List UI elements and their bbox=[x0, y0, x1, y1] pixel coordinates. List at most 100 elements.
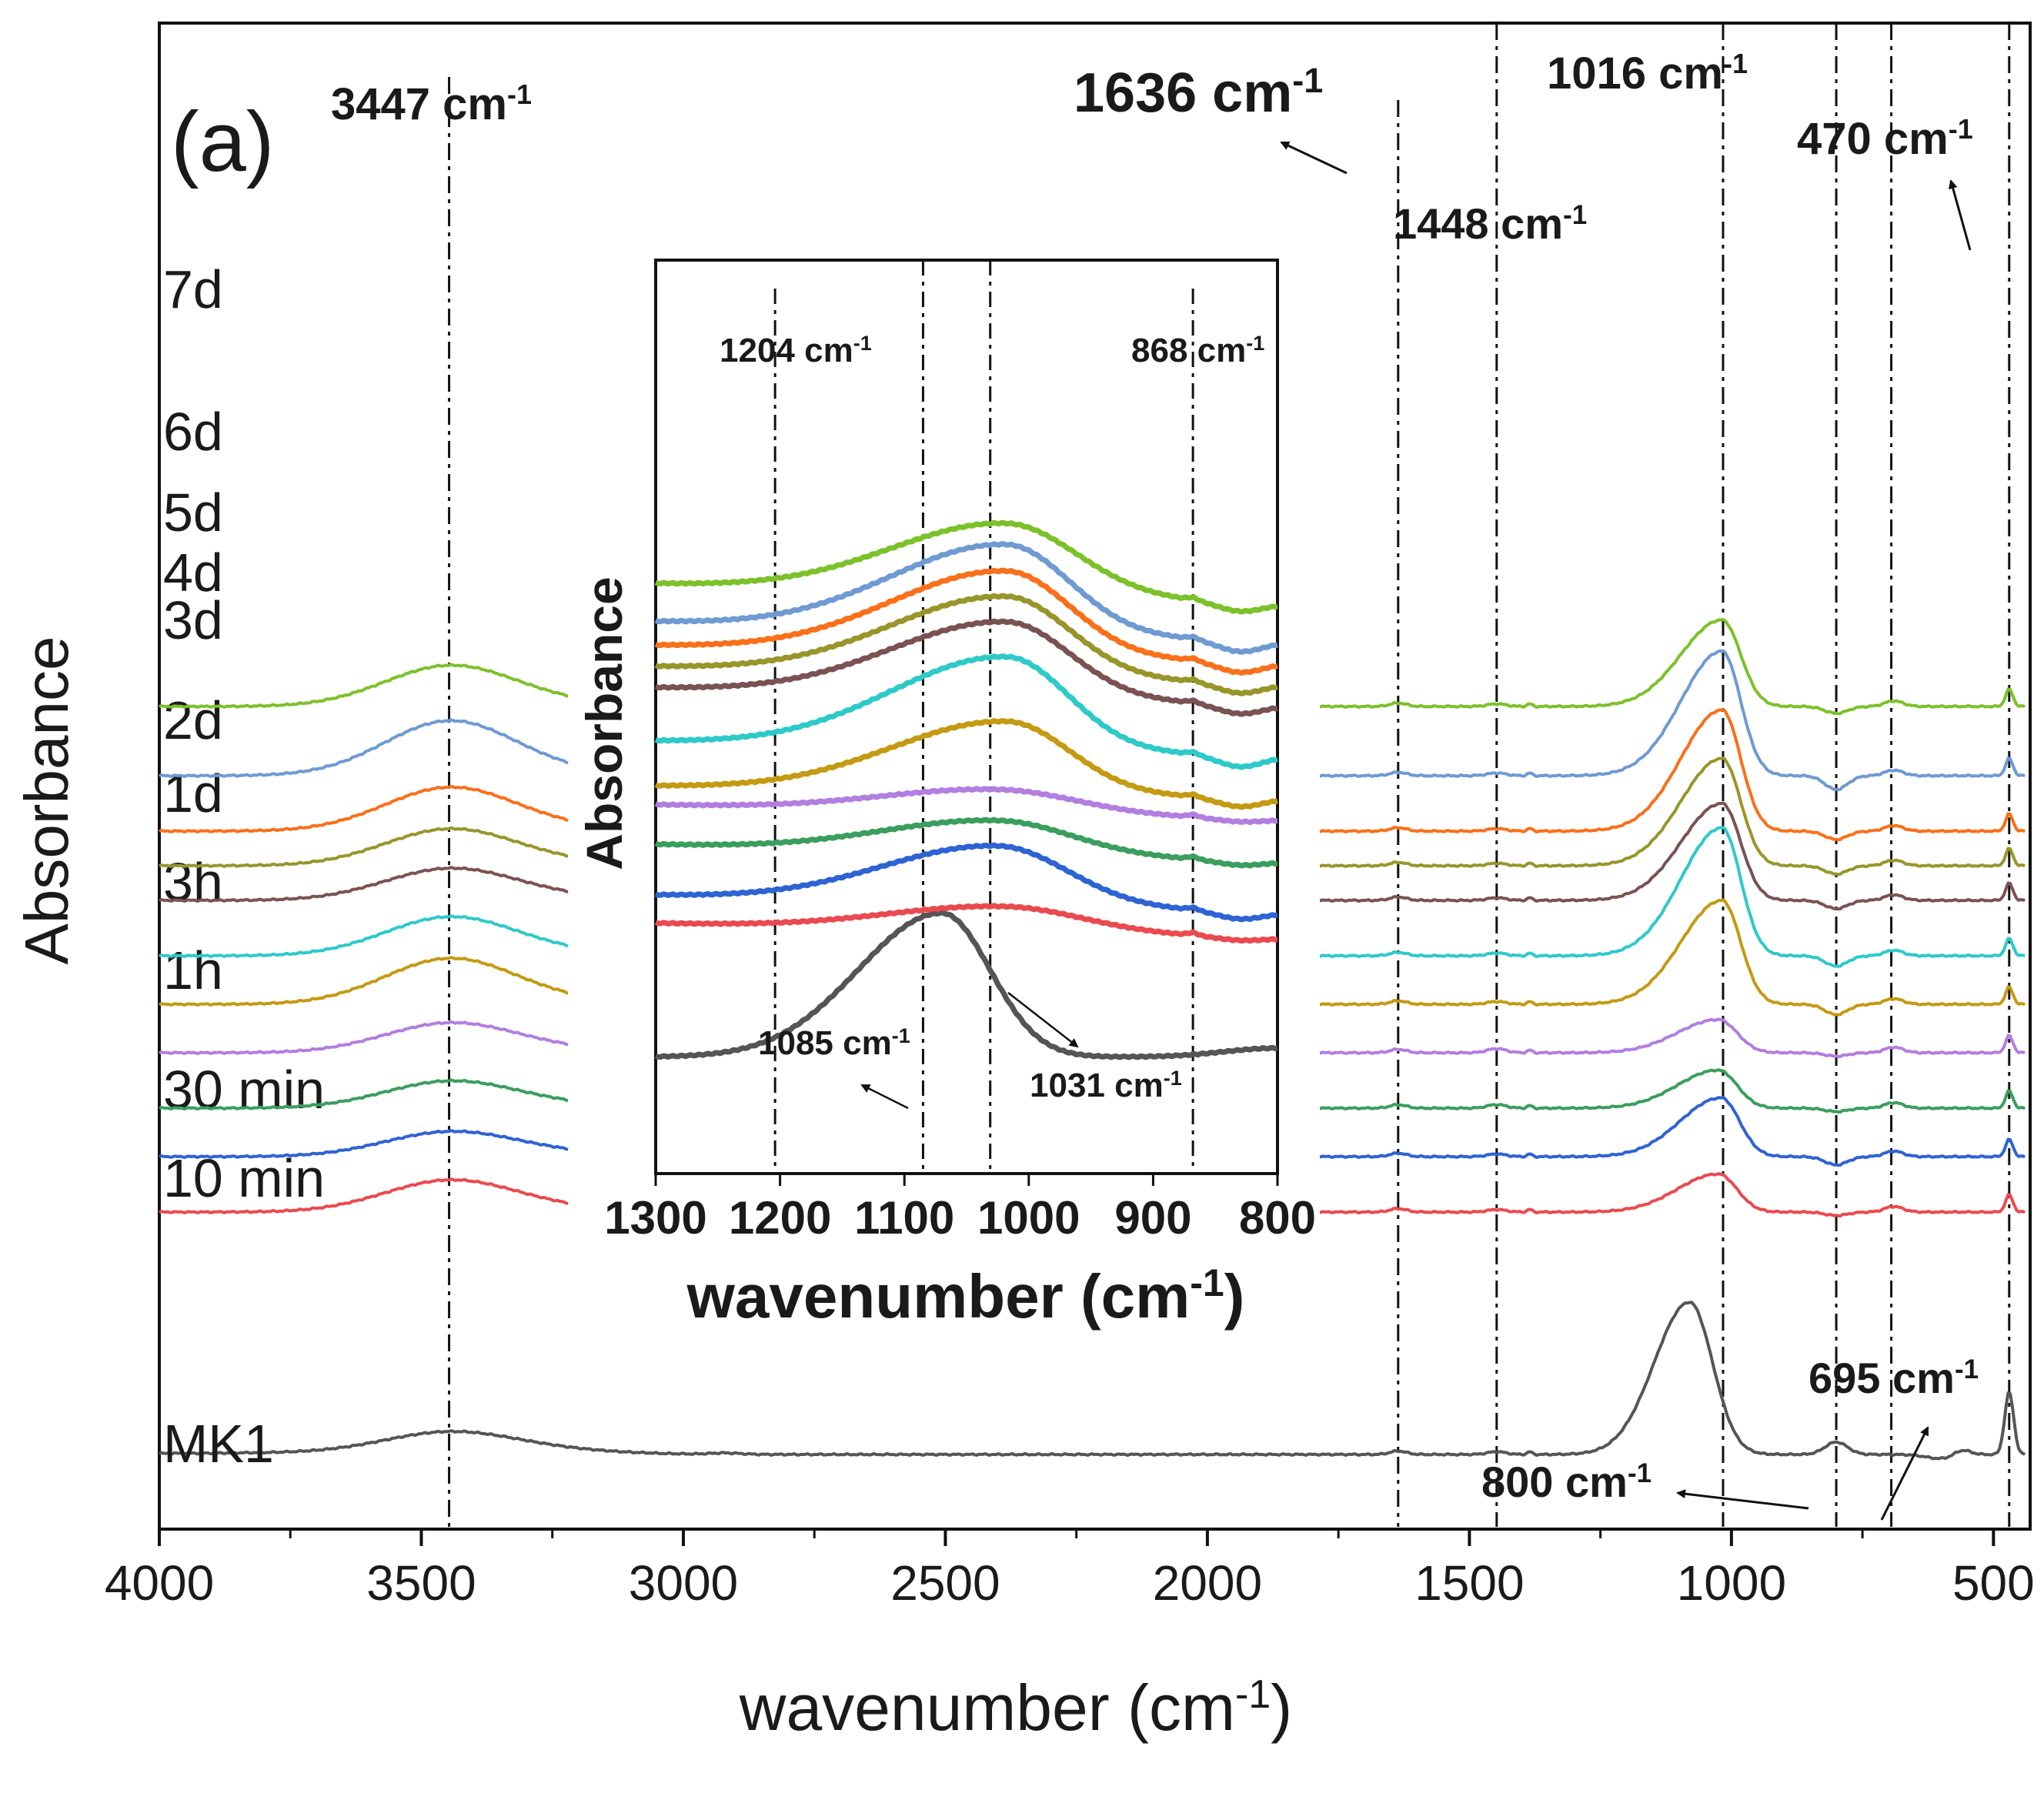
inset-annotation: 868 cm-1 bbox=[1131, 332, 1264, 369]
panel-label: (a) bbox=[171, 95, 274, 189]
annotation-arrow bbox=[1948, 179, 1972, 251]
annotation-sup: -1 bbox=[1949, 113, 1973, 145]
x-axis-title-sup: -1 bbox=[1235, 1672, 1271, 1717]
x-axis-title: wavenumber (cm-1) bbox=[739, 1671, 1292, 1744]
inset-frame bbox=[654, 259, 1279, 1175]
inset-series-line bbox=[654, 593, 1278, 696]
series-line bbox=[159, 663, 569, 709]
series-line bbox=[1291, 1017, 2026, 1058]
inset-series-line bbox=[654, 519, 1278, 615]
series-line bbox=[159, 1301, 2026, 1461]
inset-x-tick-label: 900 bbox=[1114, 1192, 1191, 1244]
inset-series-line bbox=[654, 903, 1278, 944]
annotation-sup: -1 bbox=[1628, 1458, 1652, 1488]
inset-annotation-arrow bbox=[1007, 992, 1079, 1048]
inset-series-line bbox=[654, 718, 1278, 810]
series-label: 1h bbox=[163, 940, 223, 1000]
annotation-arrow bbox=[1880, 1426, 1929, 1521]
annotation-text: 3447 cm bbox=[331, 79, 507, 129]
series-line bbox=[159, 914, 569, 958]
annotation-sup: -1 bbox=[1563, 200, 1587, 230]
series-label: 7d bbox=[163, 259, 223, 319]
series-line bbox=[1291, 1068, 2026, 1114]
x-tick-label: 3000 bbox=[629, 1555, 738, 1611]
inset-x-tick-label: 1000 bbox=[977, 1192, 1080, 1244]
inset-x-tick-label: 800 bbox=[1239, 1192, 1316, 1244]
series-line bbox=[1291, 708, 2026, 842]
series-line bbox=[1291, 898, 2026, 1017]
annotation-text: 1016 cm bbox=[1547, 48, 1723, 99]
inset-annotation-text: 868 cm bbox=[1131, 332, 1246, 369]
series-line bbox=[159, 718, 569, 778]
series-label: 10 min bbox=[163, 1148, 325, 1208]
inset-x-axis-title-sup: -1 bbox=[1190, 1261, 1224, 1304]
annotation: 1016 cm-1 bbox=[1547, 48, 1748, 99]
inset-annotation: 1204 cm-1 bbox=[720, 332, 872, 369]
annotation-text: 800 cm bbox=[1481, 1458, 1628, 1506]
annotation-arrow bbox=[1676, 1489, 1809, 1510]
inset-series-line bbox=[654, 567, 1278, 676]
series-line bbox=[159, 1020, 569, 1055]
x-axis-title-close: ) bbox=[1271, 1671, 1292, 1744]
annotation-sup: -1 bbox=[1723, 48, 1748, 79]
inset-annotation-arrow bbox=[860, 1084, 909, 1110]
series-line bbox=[159, 784, 569, 833]
annotation: 3447 cm-1 bbox=[331, 78, 532, 130]
x-tick-label: 4000 bbox=[105, 1555, 214, 1611]
inset-x-axis-title: wavenumber (cm-1) bbox=[686, 1261, 1245, 1331]
x-tick-label: 1500 bbox=[1414, 1555, 1524, 1611]
series-line bbox=[159, 826, 569, 868]
series-line bbox=[1291, 1172, 2026, 1217]
series-label: 3h bbox=[163, 852, 223, 912]
x-tick-label: 3500 bbox=[366, 1555, 476, 1611]
x-tick-label: 2500 bbox=[890, 1555, 1000, 1611]
inset-annotation: 1085 cm-1 bbox=[758, 1024, 910, 1062]
annotation-text: 695 cm bbox=[1809, 1354, 1955, 1402]
series-line bbox=[1291, 1096, 2026, 1167]
annotation-sup: -1 bbox=[1292, 61, 1323, 100]
series-label: 4d bbox=[163, 543, 223, 603]
inset-series-line bbox=[654, 786, 1278, 826]
inset-annotation-sup: -1 bbox=[892, 1024, 910, 1047]
inset-x-tick-label: 1200 bbox=[729, 1192, 831, 1244]
annotation: 470 cm-1 bbox=[1797, 113, 1973, 165]
inset-x-tick-label: 1100 bbox=[854, 1192, 954, 1244]
inset-annotation-sup: -1 bbox=[1246, 332, 1264, 355]
inset-annotation-text: 1204 cm bbox=[720, 332, 853, 369]
annotation-text: 1448 cm bbox=[1393, 199, 1563, 248]
series-label: 5d bbox=[163, 483, 223, 543]
inset-annotation-text: 1085 cm bbox=[758, 1024, 892, 1062]
inset-y-axis-title: Absorbance bbox=[576, 576, 633, 870]
annotation-sup: -1 bbox=[507, 78, 532, 110]
inset-series-line bbox=[654, 653, 1278, 770]
inset-x-axis-title-text: wavenumber (cm bbox=[686, 1262, 1191, 1331]
series-line bbox=[1291, 649, 2026, 792]
inset-series-line bbox=[654, 618, 1278, 717]
series-line bbox=[159, 1129, 569, 1160]
series-line bbox=[1291, 801, 2026, 911]
series-label: MK1 bbox=[163, 1414, 274, 1474]
inset-series-line bbox=[654, 817, 1278, 869]
inset-series-line bbox=[654, 541, 1278, 655]
annotation-sup: -1 bbox=[1955, 1354, 1979, 1384]
y-axis-title: Absorbance bbox=[12, 636, 81, 965]
inset-x-tick-label: 1300 bbox=[604, 1192, 706, 1244]
series-line bbox=[1291, 756, 2026, 877]
series-line bbox=[159, 956, 569, 1007]
plot-frame bbox=[158, 22, 2032, 1531]
inset-annotation-text: 1031 cm bbox=[1030, 1067, 1164, 1104]
series-line bbox=[159, 1177, 569, 1214]
series-line bbox=[1291, 618, 2026, 716]
series-label: 3d bbox=[163, 590, 223, 650]
x-tick-label: 1000 bbox=[1677, 1555, 1786, 1611]
series-label: 1d bbox=[163, 763, 223, 823]
series-label: 2d bbox=[163, 690, 223, 750]
series-label: 30 min bbox=[163, 1060, 325, 1120]
x-axis-title-text: wavenumber (cm bbox=[739, 1671, 1235, 1744]
series-line bbox=[159, 1078, 569, 1111]
x-tick-label: 500 bbox=[1952, 1555, 2035, 1611]
inset-annotation-sup: -1 bbox=[1164, 1067, 1182, 1090]
inset-series-line bbox=[654, 910, 1278, 1060]
